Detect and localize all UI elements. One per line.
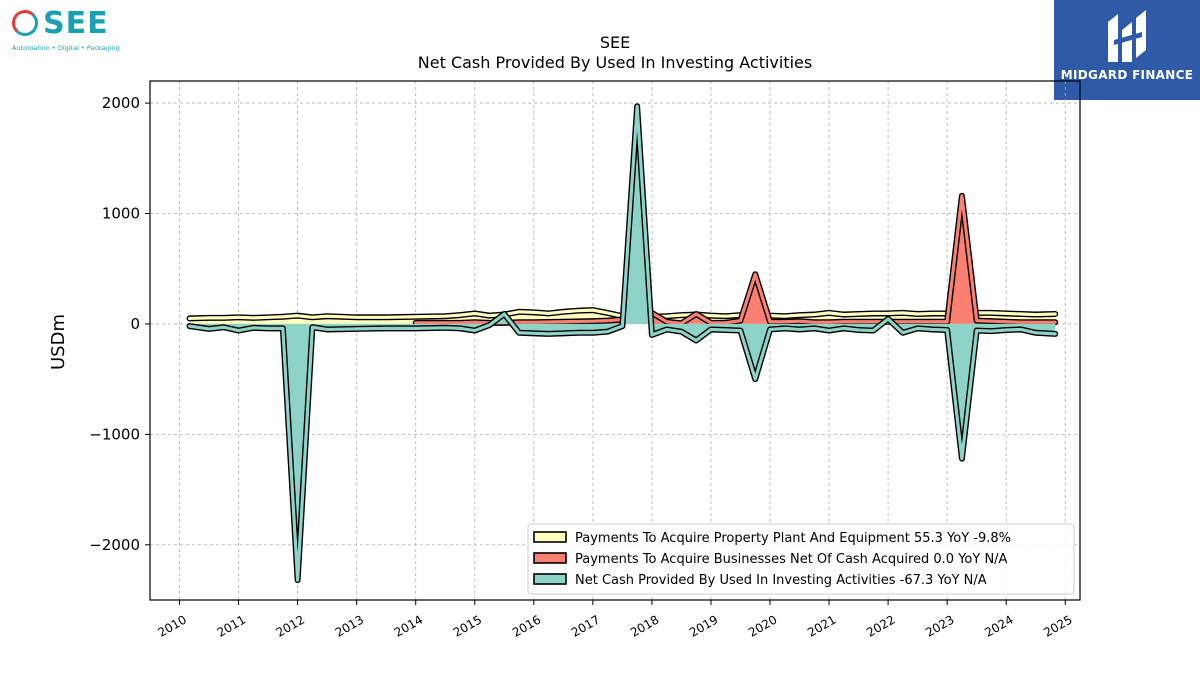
- x-tick-label: 2015: [451, 612, 484, 639]
- legend-swatch-2: [533, 552, 567, 564]
- chart-subtitle: Net Cash Provided By Used In Investing A…: [418, 53, 812, 72]
- y-ticks: 2000 1000 0 −1000 −2000: [89, 94, 150, 554]
- see-logo-ring-icon: [12, 10, 38, 36]
- series-2-line: [414, 194, 1057, 325]
- x-tick-label: 2019: [687, 612, 720, 639]
- x-tick-label: 2011: [215, 612, 248, 639]
- x-tick-label: 2022: [864, 612, 897, 639]
- y-tick-label: 2000: [102, 94, 140, 112]
- x-tick-label: 2016: [510, 612, 543, 639]
- x-tick-label: 2018: [628, 612, 661, 639]
- legend-label-1: Payments To Acquire Property Plant And E…: [575, 531, 1011, 546]
- legend-swatch-3: [533, 573, 567, 585]
- y-axis-label: USDm: [48, 314, 69, 370]
- plot-frame: [149, 80, 1081, 601]
- x-tick-label: 2024: [982, 612, 1015, 639]
- see-logo-text: SEE: [43, 6, 109, 41]
- x-tick-label: 2025: [1041, 612, 1074, 639]
- legend-label-2: Payments To Acquire Businesses Net Of Ca…: [575, 552, 1008, 567]
- chart-title: SEE: [600, 33, 630, 52]
- series-3-area: [189, 106, 1056, 581]
- y-tick-label: −1000: [89, 425, 140, 443]
- x-ticks: 2010 2011 2012 2013 2014 2015 2016 2017 2018 2019…: [156, 600, 1075, 640]
- legend-label-3: Net Cash Provided By Used In Investing A…: [575, 573, 987, 588]
- x-tick-label: 2023: [923, 612, 956, 639]
- x-tick-label: 2021: [805, 612, 838, 639]
- x-tick-label: 2013: [333, 612, 366, 639]
- see-logo: SEE Automation • Digital • Packaging: [10, 6, 120, 56]
- y-tick-label: −2000: [89, 536, 140, 554]
- legend-swatch-1: [533, 531, 567, 543]
- series-3-outline: [186, 103, 1059, 584]
- midgard-finance-logo: MIDGARD FINANCE: [1054, 0, 1200, 100]
- midgard-finance-name: MIDGARD FINANCE: [1060, 68, 1194, 82]
- series-3-line: [187, 104, 1057, 582]
- midgard-finance-mark-icon: [1108, 10, 1146, 62]
- y-tick-label: 0: [130, 315, 140, 333]
- y-tick-label: 1000: [102, 205, 140, 223]
- series-layer: [186, 103, 1059, 584]
- x-tick-label: 2010: [156, 612, 189, 639]
- legend-box: [527, 523, 1075, 595]
- legend: Payments To Acquire Property Plant And E…: [527, 523, 1075, 595]
- x-tick-label: 2020: [746, 612, 779, 639]
- x-tick-label: 2012: [274, 612, 307, 639]
- x-tick-label: 2017: [569, 612, 602, 639]
- x-tick-label: 2014: [392, 612, 425, 639]
- see-logo-tagline: Automation • Digital • Packaging: [12, 44, 120, 52]
